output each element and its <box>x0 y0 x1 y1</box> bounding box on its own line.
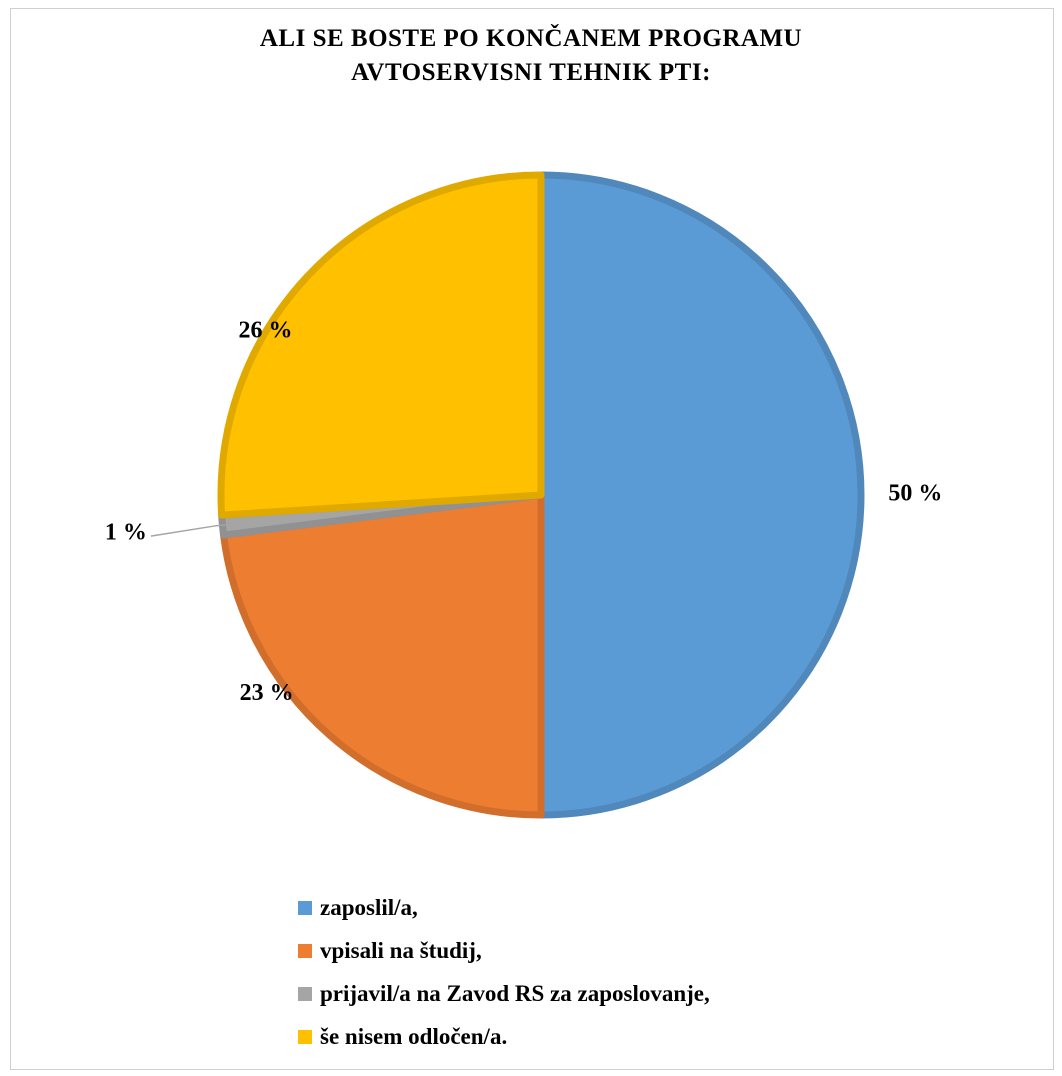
legend-swatch-2 <box>298 944 312 958</box>
legend-item-3: prijavil/a na Zavod RS za zaposlovanje, <box>298 981 710 1006</box>
data-label-3: 1 % <box>105 520 147 546</box>
chart-title-line-1: ALI SE BOSTE PO KONČANEM PROGRAMU <box>259 25 803 52</box>
data-label-2: 23 % <box>240 680 294 706</box>
legend-swatch-1 <box>298 901 312 915</box>
legend-label-2: vpisali na študij, <box>320 938 482 963</box>
data-label-4: 26 % <box>239 318 293 344</box>
data-label-1: 50 % <box>888 481 942 507</box>
pie-slice-2 <box>220 491 545 819</box>
leader-line-3 <box>150 524 226 537</box>
legend-label-4: še nisem odločen/a. <box>320 1024 508 1049</box>
legend-swatch-3 <box>298 987 312 1001</box>
legend-swatch-4 <box>298 1030 312 1044</box>
chart-title: ALI SE BOSTE PO KONČANEM PROGRAMU AVTOSE… <box>0 22 1062 90</box>
legend-item-4: še nisem odločen/a. <box>298 1024 710 1049</box>
legend-label-1: zaposlil/a, <box>320 895 418 920</box>
legend: zaposlil/a, vpisali na študij, prijavil/a … <box>298 895 710 1068</box>
legend-label-3: prijavil/a na Zavod RS za zaposlovanje, <box>320 981 710 1006</box>
legend-item-2: vpisali na študij, <box>298 938 710 963</box>
pie-slice-4 <box>217 171 545 519</box>
legend-item-1: zaposlil/a, <box>298 895 710 920</box>
pie-slice-1 <box>537 171 865 819</box>
chart-title-line-2: AVTOSERVISNI TEHNIK PTI: <box>351 59 711 86</box>
